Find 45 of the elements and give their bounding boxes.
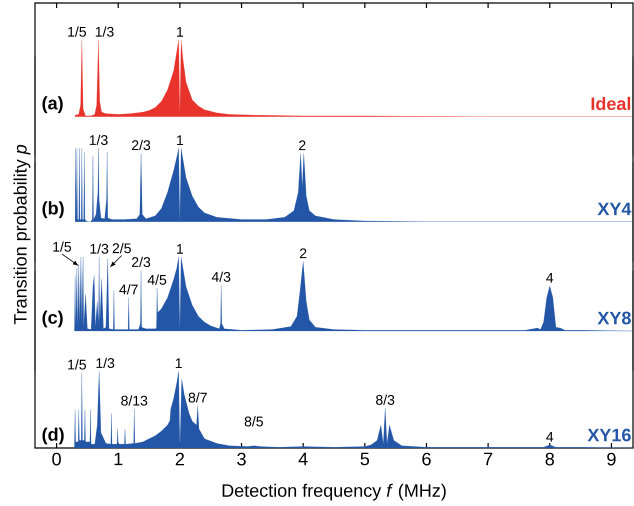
x-axis-title: Detection frequency f (MHz) [222, 484, 446, 500]
series-label: XY8 [598, 312, 631, 324]
annotation: 1/3 [96, 358, 114, 368]
x-tick-label: 0 [52, 452, 61, 466]
annotation: (a) [42, 96, 63, 114]
x-tick-label: 7 [484, 452, 492, 466]
x-tick-label: 6 [422, 452, 431, 466]
annotation: 2/3 [132, 140, 150, 150]
annotation: 1/5 [68, 26, 86, 37]
annotation: 2 [300, 248, 306, 258]
annotation: 1 [177, 27, 184, 37]
annotation: 1/5 [53, 241, 72, 252]
series-label: XY16 [588, 428, 631, 442]
annotation: 2 [299, 140, 306, 150]
annotation: 2/3 [132, 256, 150, 268]
annotation: 4 [546, 272, 554, 283]
annotation: 4/3 [212, 272, 230, 282]
x-tick-label: 4 [298, 452, 308, 466]
annotation: 8/3 [376, 394, 394, 405]
annotation: 4 [546, 432, 554, 442]
x-tick-label: 5 [360, 452, 370, 466]
annotation: 1/5 [68, 359, 86, 370]
annotation: (c) [42, 310, 63, 328]
annotation: (b) [42, 201, 64, 218]
annotation: 1/3 [90, 243, 108, 254]
x-tick-label: 3 [237, 452, 246, 466]
annotation: 2/5 [112, 242, 131, 254]
annotation: 8/5 [244, 416, 263, 426]
x-tick-label: 1 [114, 452, 122, 466]
series-label: Ideal [592, 96, 630, 110]
series-label: XY4 [598, 202, 632, 216]
x-tick-label: 2 [176, 452, 184, 466]
annotation: 4/7 [119, 284, 138, 294]
annotation: 1/3 [90, 134, 108, 146]
annotation: 1/3 [96, 26, 114, 37]
x-tick-label: 8 [546, 452, 554, 466]
annotation: 8/7 [188, 392, 207, 403]
x-tick-label: 9 [607, 452, 616, 466]
annotation: 4/5 [148, 274, 166, 285]
annotation: 1 [176, 358, 182, 368]
annotation: 1 [177, 244, 184, 254]
annotation: 1 [177, 135, 184, 146]
annotation: (d) [42, 428, 64, 444]
y-axis-title: Transition probability p [14, 144, 30, 324]
annotation: 8/13 [121, 395, 148, 406]
